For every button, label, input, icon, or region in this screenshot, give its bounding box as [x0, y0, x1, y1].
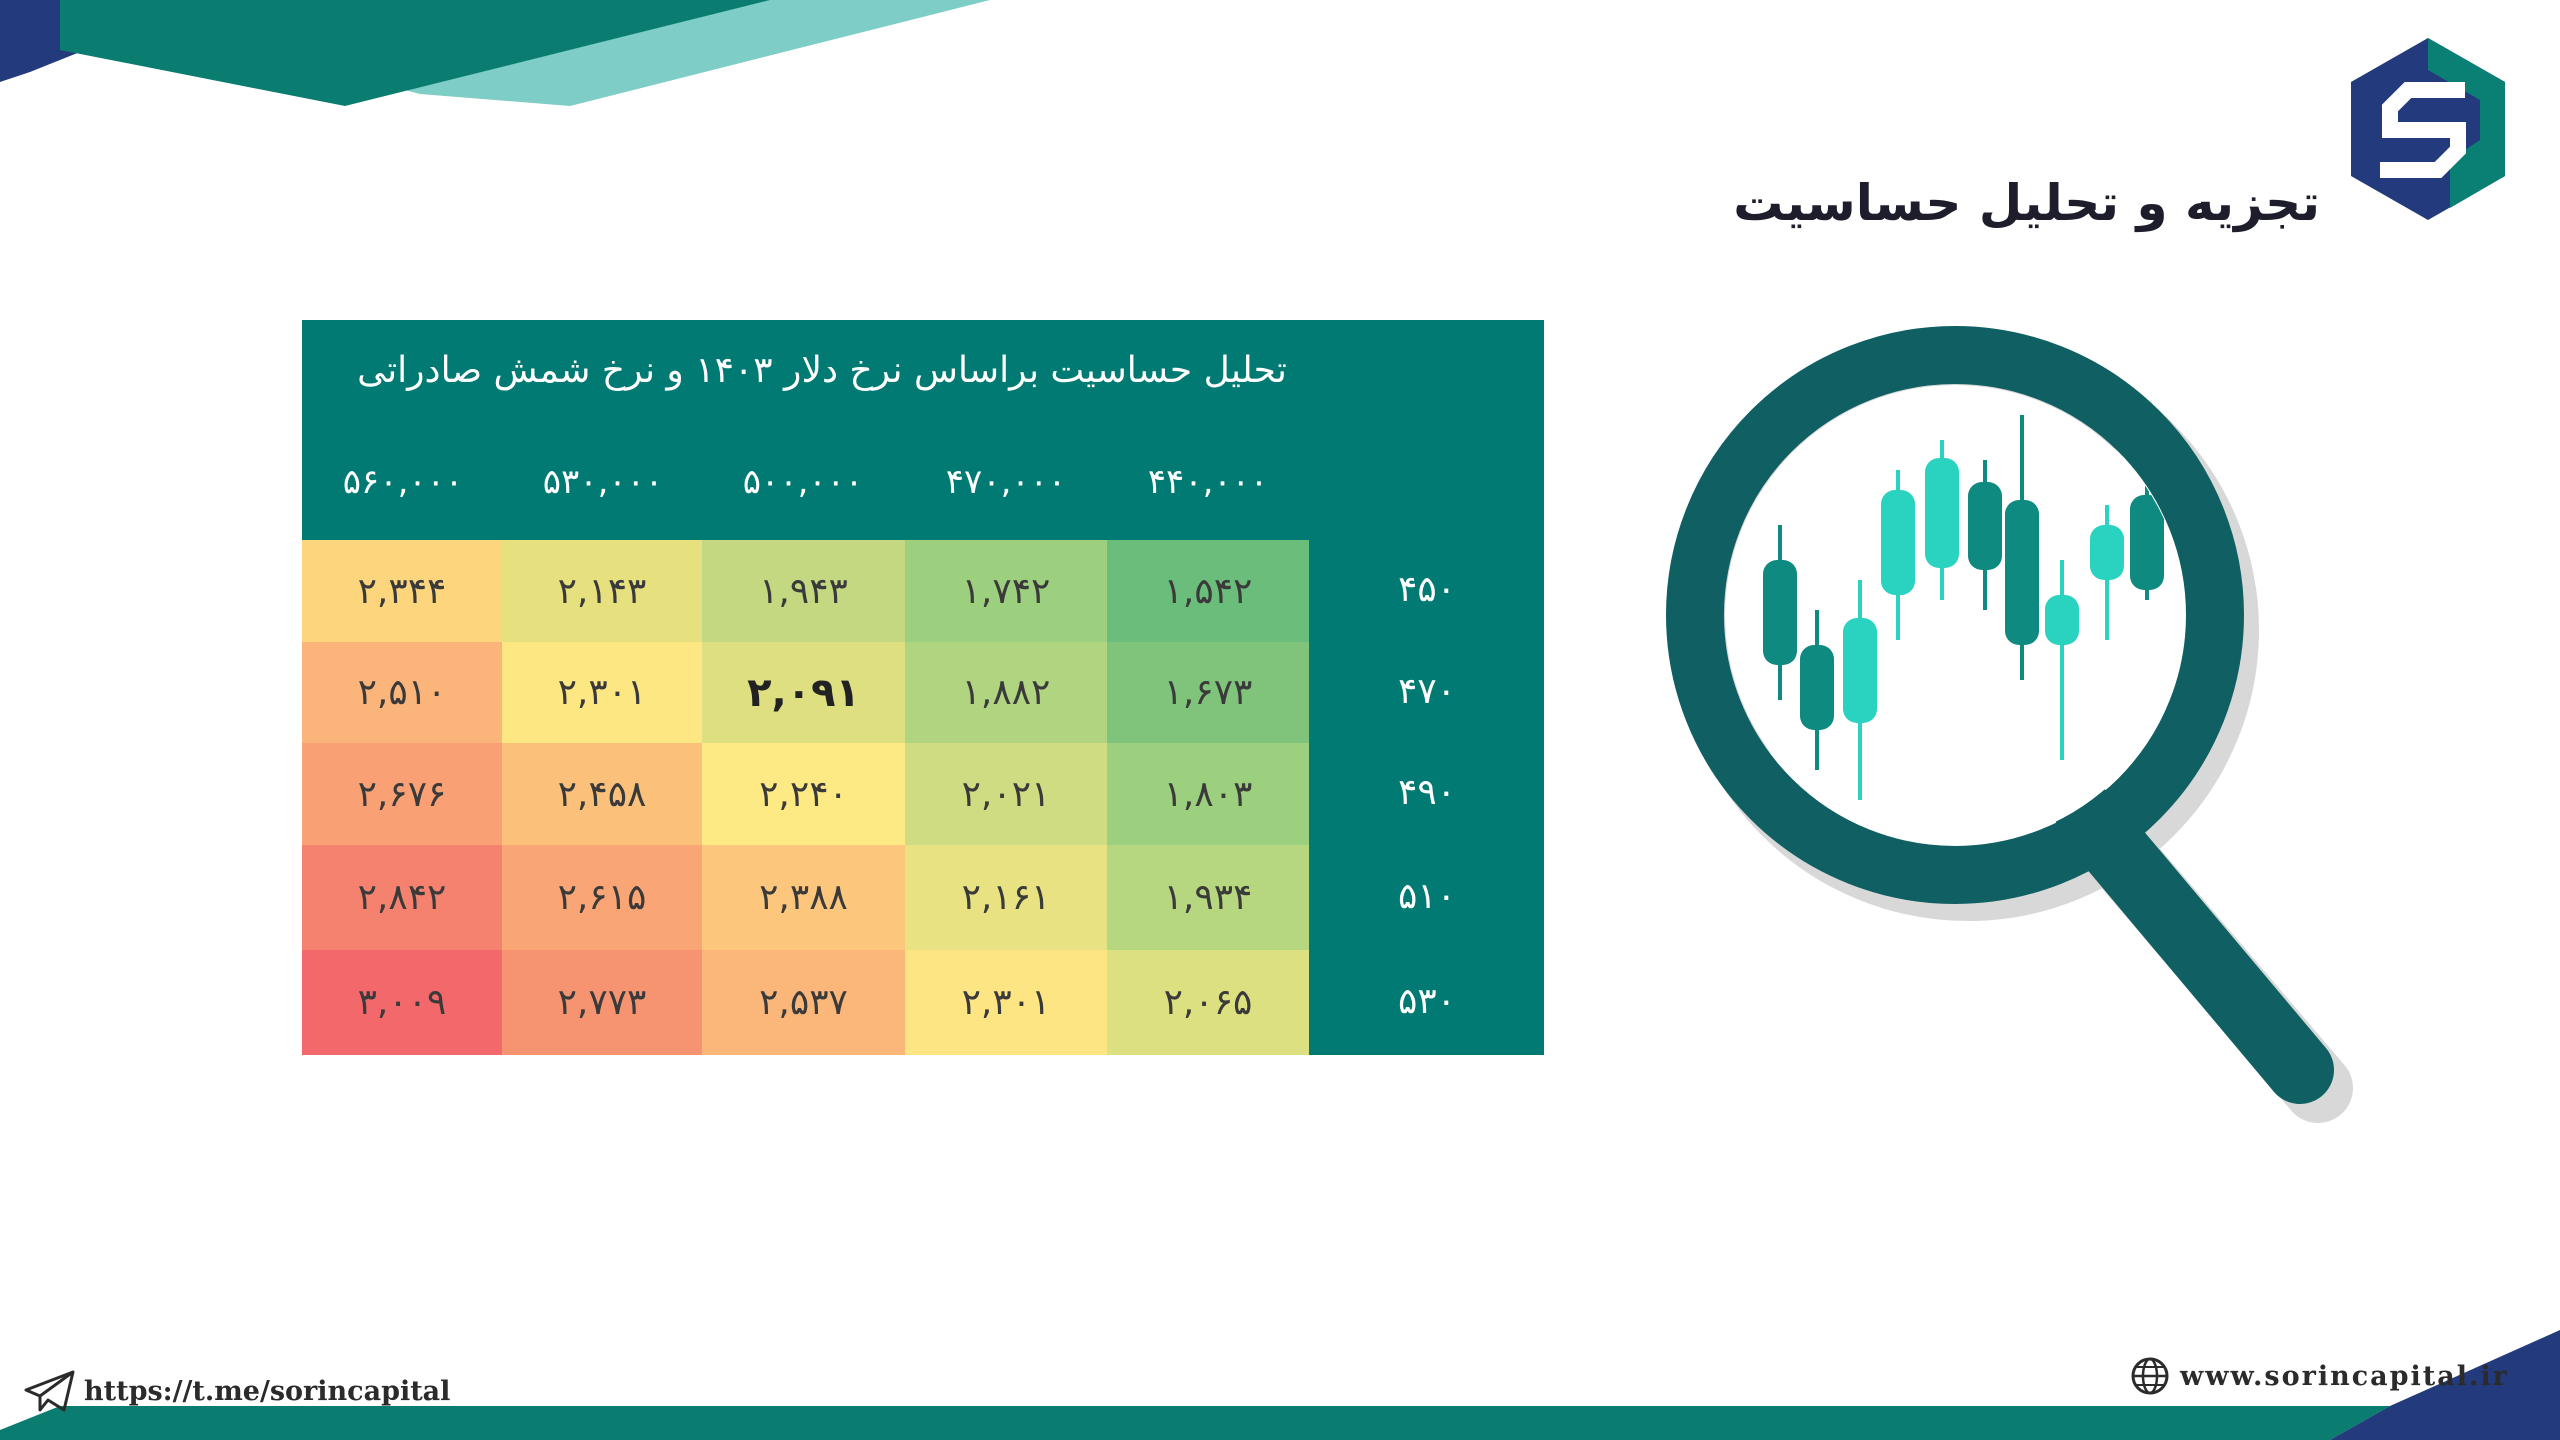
column-header: ۴۷۰,۰۰۰ [945, 462, 1067, 502]
table-cell: ۲,۶۱۵ [502, 845, 702, 950]
table-cell: ۲,۰۲۱ [905, 743, 1107, 845]
table-cell: ۲,۶۷۶ [302, 743, 502, 845]
top-decoration [0, 0, 990, 106]
column-header: ۵۳۰,۰۰۰ [542, 462, 664, 502]
table-cell: ۲,۲۴۰ [702, 743, 905, 845]
row-header: ۵۳۰ [1397, 980, 1456, 1022]
table-cell: ۱,۸۸۲ [905, 642, 1107, 743]
table-cell: ۱,۷۴۲ [905, 540, 1107, 642]
website-url[interactable]: www.sorincapital.ir [2180, 1360, 2509, 1392]
table-cell: ۱,۵۴۲ [1107, 540, 1309, 642]
table-cell: ۲,۱۴۳ [502, 540, 702, 642]
table-cell: ۲,۷۷۳ [502, 950, 702, 1055]
column-header: ۵۰۰,۰۰۰ [742, 462, 864, 502]
table-cell: ۱,۶۷۳ [1107, 642, 1309, 743]
row-header: ۴۹۰ [1397, 772, 1456, 813]
column-header: ۴۴۰,۰۰۰ [1147, 462, 1269, 502]
table-title: تحلیل حساسیت براساس نرخ دلار ۱۴۰۳ و نرخ … [357, 350, 1287, 391]
row-header: ۵۱۰ [1397, 875, 1456, 917]
page-title: تجزیه و تحلیل حساسیت [1733, 174, 2320, 232]
table-cell: ۱,۸۰۳ [1107, 743, 1309, 845]
table-cell: ۲,۱۶۱ [905, 845, 1107, 950]
table-cell: ۳,۰۰۹ [302, 950, 502, 1055]
telegram-link[interactable]: https://t.me/sorincapital [24, 1370, 450, 1412]
table-cell: ۱,۹۳۴ [1107, 845, 1309, 950]
globe-icon [2131, 1357, 2169, 1395]
table-cell: ۲,۴۵۸ [502, 743, 702, 845]
table-cell: ۲,۰۹۱ [702, 642, 905, 743]
column-header: ۵۶۰,۰۰۰ [342, 462, 464, 502]
table-cell: ۱,۹۴۳ [702, 540, 905, 642]
row-header: ۴۵۰ [1397, 569, 1456, 610]
telegram-plane-icon [24, 1370, 75, 1412]
table-cell: ۲,۵۳۷ [702, 950, 905, 1055]
table-cell: ۲,۳۸۸ [702, 845, 905, 950]
telegram-url[interactable]: https://t.me/sorincapital [84, 1375, 451, 1407]
table-cell: ۲,۰۶۵ [1107, 950, 1309, 1055]
sorin-logo-icon [2351, 38, 2505, 220]
table-cell: ۲,۸۴۲ [302, 845, 502, 950]
table-cell: ۲,۳۰۱ [905, 950, 1107, 1055]
table-cell: ۲,۳۴۴ [302, 540, 502, 642]
website-link[interactable]: www.sorincapital.ir [2130, 1356, 2509, 1396]
table-cell: ۲,۵۱۰ [302, 642, 502, 743]
row-header: ۴۷۰ [1397, 670, 1456, 712]
table-cell: ۲,۳۰۱ [502, 642, 702, 743]
